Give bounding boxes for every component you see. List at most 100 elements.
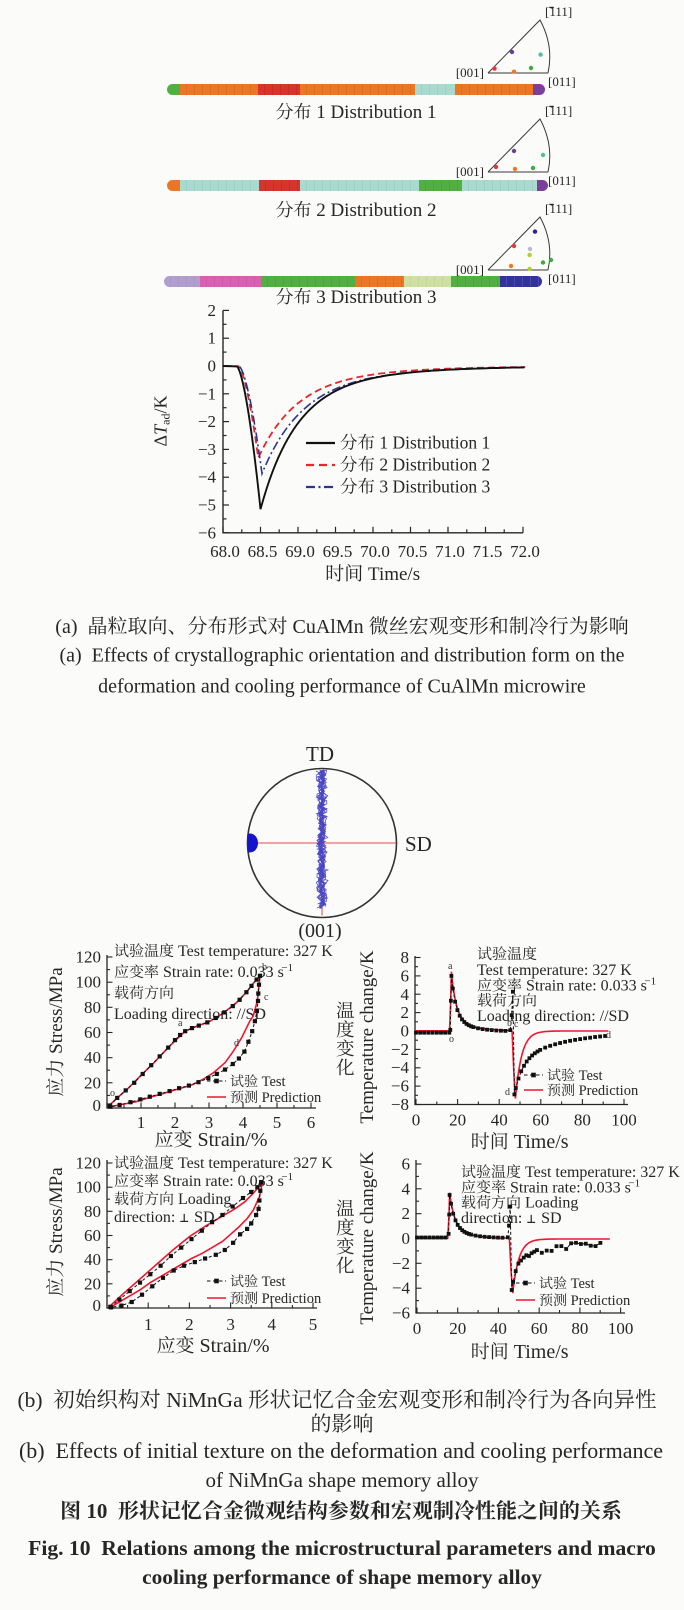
svg-text:69.5: 69.5 xyxy=(323,542,353,561)
svg-text:−8: −8 xyxy=(391,1095,409,1114)
svg-text:3: 3 xyxy=(226,1315,235,1334)
svg-text:5: 5 xyxy=(309,1315,318,1334)
svg-text:Test: Test xyxy=(571,1276,595,1292)
svg-text:o: o xyxy=(110,1088,115,1099)
svg-text:Loading: Loading xyxy=(525,1195,578,1212)
svg-text:80: 80 xyxy=(84,998,101,1017)
svg-text:c: c xyxy=(264,992,269,1003)
svg-text:4: 4 xyxy=(268,1315,277,1334)
svg-text:0: 0 xyxy=(93,1296,102,1315)
svg-text:40: 40 xyxy=(491,1111,508,1130)
svg-text:Temperature change/K: Temperature change/K xyxy=(357,950,378,1124)
svg-text:−6: −6 xyxy=(391,1077,409,1096)
svg-text:0: 0 xyxy=(412,1111,421,1130)
svg-text:2 Distribution 2: 2 Distribution 2 xyxy=(379,455,490,475)
svg-text:Fig. 10 Relations among the m: Fig. 10 Relations among the microstructu… xyxy=(28,1536,656,1560)
svg-text:Loading: Loading xyxy=(178,1191,231,1208)
svg-text:0: 0 xyxy=(208,357,217,376)
svg-text:40: 40 xyxy=(84,1250,101,1269)
svg-text:70.0: 70.0 xyxy=(360,542,390,561)
svg-text:Strain rate: 0.033 s: Strain rate: 0.033 s xyxy=(510,1179,631,1196)
svg-text:3: 3 xyxy=(205,1113,214,1132)
svg-text:3 Distribution 3: 3 Distribution 3 xyxy=(316,287,436,308)
svg-text:−6: −6 xyxy=(392,1304,410,1323)
svg-text:80: 80 xyxy=(571,1319,588,1338)
svg-text:Time/s: Time/s xyxy=(514,1341,569,1363)
svg-text:deformation and cooling perfor: deformation and cooling performance of C… xyxy=(98,676,586,698)
svg-text:120: 120 xyxy=(76,948,102,967)
svg-text:Temperature change/K: Temperature change/K xyxy=(357,1151,378,1325)
svg-text:o: o xyxy=(449,1034,454,1045)
svg-text:Time/s: Time/s xyxy=(514,1131,569,1153)
svg-text:4: 4 xyxy=(239,1113,248,1132)
svg-text:2: 2 xyxy=(185,1315,194,1334)
svg-text:20: 20 xyxy=(84,1073,101,1092)
svg-text:direction:: direction: xyxy=(114,1209,175,1226)
svg-text:−1: −1 xyxy=(281,962,293,974)
svg-text:Test: Test xyxy=(262,1274,286,1290)
svg-text:60: 60 xyxy=(531,1319,548,1338)
svg-text:Stress/MPa: Stress/MPa xyxy=(46,967,67,1054)
svg-text:60: 60 xyxy=(532,1111,549,1130)
svg-text:d: d xyxy=(234,1038,239,1049)
svg-text:(b): (b) xyxy=(18,1388,54,1412)
svg-text:68.5: 68.5 xyxy=(248,542,278,561)
svg-text:cooling performance of shape m: cooling performance of shape memory allo… xyxy=(142,1565,542,1589)
svg-text:[011]: [011] xyxy=(548,74,576,89)
svg-text:1: 1 xyxy=(208,329,217,348)
svg-text:(b) Effects of initial textur: (b) Effects of initial texture on the de… xyxy=(19,1438,663,1463)
svg-text:−2: −2 xyxy=(391,1040,409,1059)
svg-text:20: 20 xyxy=(449,1111,466,1130)
svg-text:0: 0 xyxy=(93,1096,102,1115)
svg-text:Strain rate: 0.033 s: Strain rate: 0.033 s xyxy=(526,978,647,995)
svg-text:of NiMnGa shape memory alloy: of NiMnGa shape memory alloy xyxy=(206,1468,479,1492)
svg-text:0: 0 xyxy=(402,1229,411,1248)
svg-text:71.5: 71.5 xyxy=(473,542,503,561)
svg-text:(001): (001) xyxy=(298,920,341,942)
svg-text:Prediction: Prediction xyxy=(262,1291,322,1307)
svg-text:60: 60 xyxy=(84,1226,101,1245)
svg-text:100: 100 xyxy=(76,973,102,992)
svg-text:NiMnGa: NiMnGa xyxy=(166,1388,243,1412)
svg-text:68.0: 68.0 xyxy=(210,542,240,561)
svg-text:SD: SD xyxy=(405,832,432,856)
svg-text:1: 1 xyxy=(144,1315,153,1334)
svg-text:−2: −2 xyxy=(392,1254,410,1273)
svg-text:70.5: 70.5 xyxy=(398,542,428,561)
svg-text:Test temperature: 327 K: Test temperature: 327 K xyxy=(178,943,333,960)
svg-text:Prediction: Prediction xyxy=(571,1293,631,1309)
svg-text:(a) Effects of crystallograph: (a) Effects of crystallographic orientat… xyxy=(59,645,624,667)
svg-text:[111]: [111] xyxy=(545,201,572,216)
svg-text:0: 0 xyxy=(413,1319,422,1338)
svg-text:1: 1 xyxy=(137,1113,146,1132)
svg-text:0: 0 xyxy=(401,1022,410,1041)
svg-text:Strain rate: 0.033 s: Strain rate: 0.033 s xyxy=(163,964,284,981)
svg-text:1 Distribution 1: 1 Distribution 1 xyxy=(379,433,490,453)
svg-text:−5: −5 xyxy=(198,496,216,515)
svg-text:a: a xyxy=(448,961,453,972)
svg-text:Test temperature: 327 K: Test temperature: 327 K xyxy=(525,1164,680,1181)
svg-text:Test: Test xyxy=(579,1068,603,1084)
svg-text:20: 20 xyxy=(84,1274,101,1293)
svg-text:60: 60 xyxy=(84,1023,101,1042)
svg-text:Loading direction: //SD: Loading direction: //SD xyxy=(477,1008,629,1025)
svg-text:4: 4 xyxy=(402,1179,411,1198)
svg-text:6: 6 xyxy=(402,1155,411,1174)
svg-text:−4: −4 xyxy=(392,1279,411,1298)
svg-text:c: c xyxy=(514,1019,519,1030)
svg-text:Time/s: Time/s xyxy=(368,564,420,585)
svg-text:−4: −4 xyxy=(198,468,217,487)
svg-text:40: 40 xyxy=(84,1048,101,1067)
svg-text:69.0: 69.0 xyxy=(285,542,315,561)
svg-text:−3: −3 xyxy=(198,440,216,459)
svg-text:10: 10 xyxy=(86,1499,118,1523)
svg-text:d: d xyxy=(505,1087,510,1098)
svg-text:[001]: [001] xyxy=(456,262,484,277)
svg-text:b: b xyxy=(262,962,267,973)
svg-text:Strain/%: Strain/% xyxy=(198,1129,268,1151)
svg-text:6: 6 xyxy=(401,966,410,985)
svg-text:40: 40 xyxy=(490,1319,507,1338)
svg-text:−6: −6 xyxy=(198,523,216,542)
svg-text:−1: −1 xyxy=(281,1171,293,1183)
svg-text:b: b xyxy=(507,1018,512,1029)
